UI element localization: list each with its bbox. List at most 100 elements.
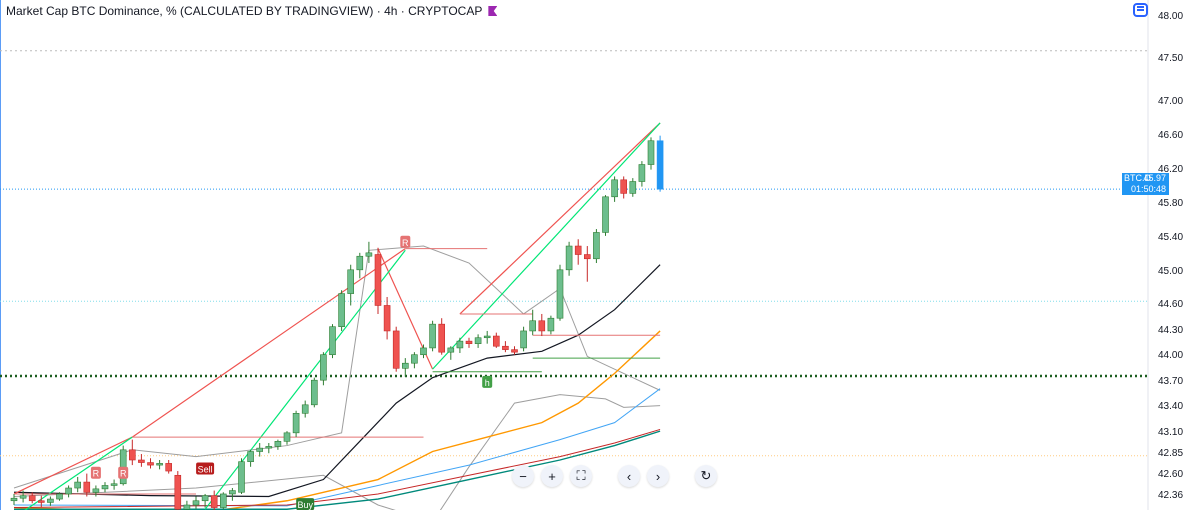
- candle-body: [365, 252, 373, 257]
- candle-body: [429, 323, 436, 349]
- upper-band: [13, 245, 661, 489]
- candle-body: [329, 326, 336, 356]
- price-label-value: 45.97: [1143, 173, 1166, 183]
- candle-body: [511, 349, 518, 353]
- candle-body: [556, 269, 564, 319]
- candle-body: [356, 255, 364, 271]
- trendline-green-3: [432, 122, 661, 370]
- price-tick-label: 45.40: [1158, 231, 1184, 243]
- candle-body: [220, 493, 227, 508]
- annotation-marker: [400, 235, 411, 248]
- candle-body: [238, 461, 245, 493]
- lower-band: [13, 394, 661, 510]
- price-tick-label: 43.40: [1158, 401, 1184, 413]
- annotation-label: R: [402, 238, 409, 248]
- candle-body: [37, 500, 45, 503]
- candle-body: [320, 354, 327, 381]
- candle-body: [438, 323, 446, 353]
- candle-body: [465, 340, 473, 344]
- price-tick-label: 44.30: [1158, 324, 1184, 336]
- ma-orange: [13, 330, 661, 510]
- candle-body: [520, 330, 527, 349]
- price-tick-label: 46.60: [1158, 129, 1184, 141]
- price-label-countdown: 01:50:48: [1130, 184, 1166, 194]
- candle-body: [347, 269, 355, 294]
- scroll-left-button[interactable]: ‹: [618, 465, 640, 487]
- price-tick-label: 42.60: [1158, 469, 1184, 481]
- annotation-label: R: [120, 469, 127, 479]
- candle-body: [474, 337, 482, 344]
- chart-settings-icon[interactable]: [1133, 3, 1148, 17]
- candle-body: [392, 330, 400, 369]
- candle-body: [201, 495, 209, 502]
- candle-body: [583, 254, 591, 260]
- annotation-marker: [118, 466, 129, 479]
- ma-teal: [14, 430, 661, 510]
- price-tick-label: 45.00: [1158, 265, 1184, 277]
- price-tick-label: 44.00: [1158, 350, 1184, 362]
- candle-body: [210, 495, 218, 508]
- ma-red: [13, 428, 661, 509]
- candle-body: [28, 495, 36, 502]
- candle-body: [10, 497, 18, 502]
- candle-body: [602, 196, 609, 233]
- candle-body: [156, 463, 163, 466]
- candle-body: [83, 481, 91, 493]
- zoom-in-button[interactable]: +: [541, 465, 563, 487]
- candle-body: [19, 495, 27, 499]
- chart-title-text: Market Cap BTC Dominance, % (CALCULATED …: [6, 4, 483, 18]
- candle-body: [147, 462, 154, 466]
- price-tick-label: 45.80: [1158, 197, 1184, 209]
- candle-body: [301, 404, 309, 414]
- candle-body: [565, 245, 573, 271]
- candle-body: [292, 413, 300, 434]
- candle-body: [265, 446, 273, 449]
- current-price-label: BTC.D 45.97 01:50:48: [1122, 173, 1169, 195]
- candle-body: [383, 305, 391, 332]
- price-tick-label: 43.10: [1158, 426, 1184, 438]
- refresh-button[interactable]: ↻: [695, 465, 717, 487]
- candle-body: [165, 463, 172, 472]
- candle-body: [529, 320, 537, 332]
- candle-body: [310, 379, 318, 406]
- trendline-red-3: [459, 122, 661, 315]
- ma-black: [13, 264, 661, 498]
- annotation-marker: [196, 462, 215, 475]
- candle-body: [183, 504, 191, 510]
- price-tick-label: 42.36: [1158, 489, 1184, 501]
- candle-body: [456, 340, 464, 349]
- candle-body: [274, 441, 282, 447]
- chart-title: Market Cap BTC Dominance, % (CALCULATED …: [6, 4, 498, 18]
- candle-body: [374, 254, 382, 306]
- candle-body: [56, 493, 63, 500]
- annotation-label: Buy: [297, 500, 313, 510]
- candle-body: [174, 474, 182, 510]
- candle-body: [447, 347, 455, 353]
- annotation-label: Sell: [198, 464, 213, 474]
- flag-icon[interactable]: [488, 6, 498, 16]
- candle-body: [638, 164, 646, 182]
- ma-blue: [13, 388, 661, 507]
- candle-body: [247, 451, 254, 462]
- price-tick-label: 46.20: [1158, 163, 1184, 175]
- candle-body: [92, 488, 100, 493]
- candle-body: [47, 498, 54, 503]
- candle-body: [65, 487, 72, 495]
- candle-body: [129, 449, 136, 461]
- scroll-right-button[interactable]: ›: [647, 465, 669, 487]
- annotation-marker: [482, 375, 493, 388]
- candle-body: [647, 140, 655, 165]
- candle-body: [547, 317, 555, 332]
- zoom-out-button[interactable]: −: [512, 465, 534, 487]
- candle-body: [338, 293, 345, 327]
- candle-body: [593, 232, 600, 260]
- price-label-symbol: BTC.D: [1124, 173, 1151, 183]
- price-tick-label: 44.60: [1158, 299, 1184, 311]
- reset-view-button[interactable]: ⛶: [570, 465, 592, 487]
- trendline-green-1: [24, 436, 133, 510]
- candle-body: [256, 447, 264, 452]
- price-tick-label: 47.50: [1158, 53, 1184, 65]
- chart-navigation: − + ⛶ ‹ › ↻: [512, 465, 717, 487]
- candle-body: [629, 181, 637, 194]
